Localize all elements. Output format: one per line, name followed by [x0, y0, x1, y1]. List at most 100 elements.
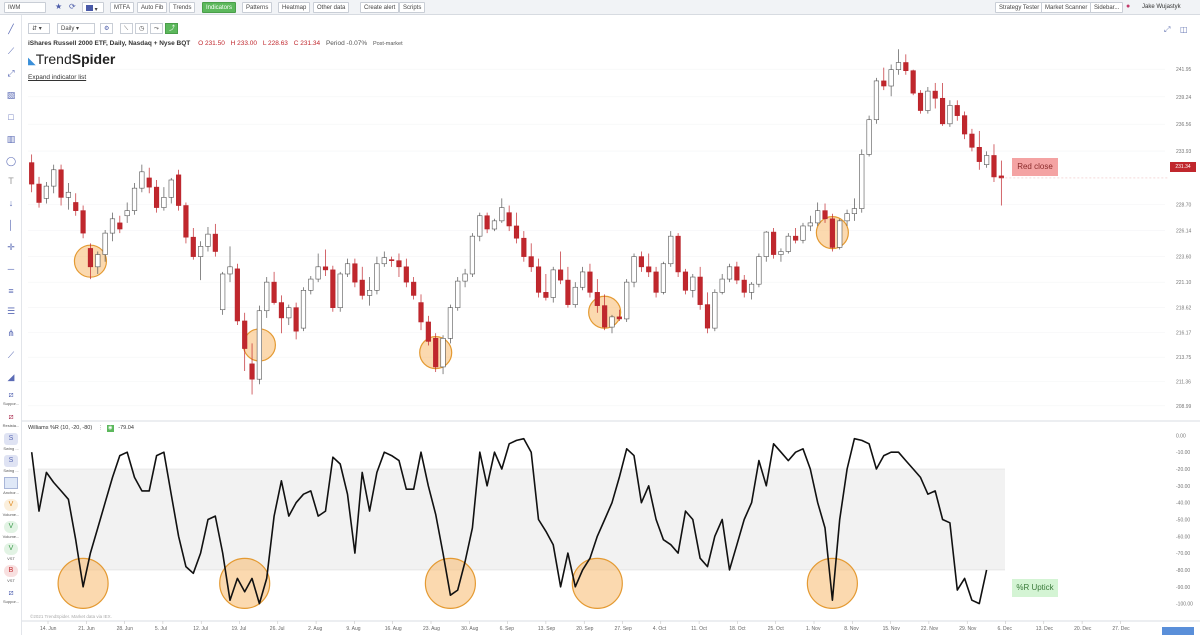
measure-tool-icon[interactable]: ◢: [7, 372, 15, 382]
other-data-button[interactable]: Other data: [313, 2, 350, 13]
auto-fib-button[interactable]: Auto Fib: [137, 2, 168, 13]
candle-body: [829, 218, 835, 248]
snapshot-icon[interactable]: ◫: [1180, 25, 1188, 34]
candle-body: [87, 248, 94, 268]
heatmap-button[interactable]: Heatmap: [278, 2, 311, 13]
indicators-button[interactable]: Indicators: [202, 2, 237, 13]
date-tick-label: 16. Aug: [385, 626, 402, 632]
wr-tick-label: -30.00: [1176, 484, 1190, 490]
candle-body: [557, 269, 564, 281]
candle-body: [469, 235, 476, 275]
user-icon[interactable]: ●: [1126, 3, 1131, 10]
candle-body: [741, 279, 747, 293]
candle-body: [256, 310, 262, 380]
chart-style-select[interactable]: ⇵ ▾: [28, 23, 50, 34]
candle-body: [168, 179, 174, 198]
candle-body: [80, 210, 86, 234]
candle-body: [308, 278, 314, 291]
vst-icon-2[interactable]: B: [4, 565, 18, 577]
expand-indicator-link[interactable]: Expand indicator list: [28, 74, 87, 81]
timeframe-select[interactable]: Daily ▾: [57, 23, 95, 34]
candle-body: [675, 235, 681, 273]
candle-body: [888, 69, 894, 87]
crosshair-tool-icon[interactable]: ✛: [7, 242, 15, 252]
connected-badge: [1162, 627, 1194, 635]
candle-body: [771, 231, 777, 255]
support-tool-icon[interactable]: ⧄: [8, 390, 14, 399]
chart-type-select[interactable]: ▾: [82, 2, 104, 13]
date-tick-label: 6. Sep: [500, 626, 515, 632]
candle-body: [528, 256, 534, 268]
indicator-label: Williams %R (10, -20, -80): [28, 425, 93, 431]
date-tick-label: 15. Nov: [883, 626, 901, 632]
rectangle-tool-icon[interactable]: □: [8, 112, 14, 122]
candle-body: [756, 256, 762, 285]
draw-icon[interactable]: ⟍: [120, 23, 133, 34]
date-tick-label: 23. Aug: [423, 626, 440, 632]
candle-body: [704, 304, 711, 329]
ray-tool-icon[interactable]: ⟋: [7, 46, 15, 56]
logo-text-a: Trend: [35, 51, 72, 67]
date-tick-label: 5. Jul: [155, 626, 167, 632]
resistance-tool-icon[interactable]: ⧄: [8, 412, 14, 421]
trendline-tool-icon[interactable]: ⤢: [7, 68, 15, 78]
line-tool-icon[interactable]: ╱: [8, 24, 14, 34]
fib-tool-icon[interactable]: ≡: [8, 286, 14, 296]
symbol-input[interactable]: IWM: [4, 2, 46, 13]
wr-tick-label: -10.00: [1176, 450, 1190, 456]
create-alert-button[interactable]: Create alert: [360, 2, 400, 13]
text-tool-icon[interactable]: T: [8, 176, 14, 186]
candle-body: [939, 97, 946, 125]
candle-body: [344, 263, 351, 275]
date-tick-label: 1. Nov: [806, 626, 821, 632]
top-toolbar: IWM ★ ⟳ ▾ MTFA Auto Fib Trends Indicator…: [0, 0, 1200, 15]
watermark: ©2021 TrendSpider. Market data via IEX.: [30, 614, 112, 619]
sidebar-button[interactable]: Sidebar...: [1090, 2, 1124, 13]
fullscreen-icon[interactable]: ⤢: [1164, 25, 1171, 34]
swing-icon-2[interactable]: S: [4, 455, 18, 467]
anchor-icon[interactable]: [4, 477, 18, 489]
vst-icon[interactable]: V: [4, 543, 18, 555]
indicator-visibility-icon[interactable]: ◉: [106, 425, 114, 432]
candle-body: [917, 92, 924, 111]
chart-title: iShares Russell 2000 ETF, Daily, Nasdaq …: [28, 40, 191, 47]
support-tool-icon-2[interactable]: ⧄: [8, 588, 14, 597]
drawing-tools-sidebar: ╱ ⟋ ⤢ ▧ □ ▥ ◯ T ↓ │ ✛ ─ ≡ ☰ ⋔ ⟋ ◢ ⧄ Supp…: [0, 15, 22, 635]
user-name[interactable]: Jake Wujastyk: [1142, 4, 1181, 10]
date-tick-label: 22. Nov: [921, 626, 939, 632]
price-tick-label: 223.60: [1176, 255, 1192, 261]
settings-icon[interactable]: ⚙: [100, 23, 113, 34]
candle-body: [462, 273, 468, 282]
vertical-line-tool-icon[interactable]: │: [8, 220, 14, 230]
candle-body: [851, 208, 857, 214]
candle-body: [161, 197, 167, 208]
mtfa-button[interactable]: MTFA: [110, 2, 134, 13]
arrow-down-tool-icon[interactable]: ↓: [8, 198, 14, 208]
volume-icon-2[interactable]: V: [4, 521, 18, 533]
range-tool-icon[interactable]: ▥: [6, 134, 16, 144]
candle-body: [36, 183, 42, 203]
path-tool-icon[interactable]: ⟋: [7, 350, 15, 360]
volume-icon[interactable]: V: [4, 499, 18, 511]
refresh-icon[interactable]: ⟳: [69, 2, 76, 11]
date-tick-label: 20. Dec: [1074, 626, 1092, 632]
candle-body: [117, 222, 123, 230]
scripts-button[interactable]: Scripts: [399, 2, 426, 13]
price-tick-label: 208.99: [1176, 404, 1192, 410]
horizontal-line-tool-icon[interactable]: ─: [7, 264, 15, 274]
pitchfork-tool-icon[interactable]: ⋔: [7, 328, 15, 338]
auto-icon[interactable]: ⤴: [165, 23, 178, 34]
circle-tool-icon[interactable]: ◯: [5, 156, 17, 166]
candle-body: [837, 220, 843, 248]
clock-icon[interactable]: ◷: [135, 23, 148, 34]
candle-body: [190, 236, 196, 257]
fib-extension-tool-icon[interactable]: ☰: [6, 306, 16, 316]
channel-tool-icon[interactable]: ▧: [6, 90, 16, 100]
star-icon[interactable]: ★: [55, 2, 63, 11]
trends-button[interactable]: Trends: [169, 2, 196, 13]
patterns-button[interactable]: Patterns: [242, 2, 273, 13]
compare-icon[interactable]: ⤳: [150, 23, 163, 34]
indicator-menu-icon[interactable]: ⋮: [97, 425, 104, 431]
swing-icon[interactable]: S: [4, 433, 18, 445]
